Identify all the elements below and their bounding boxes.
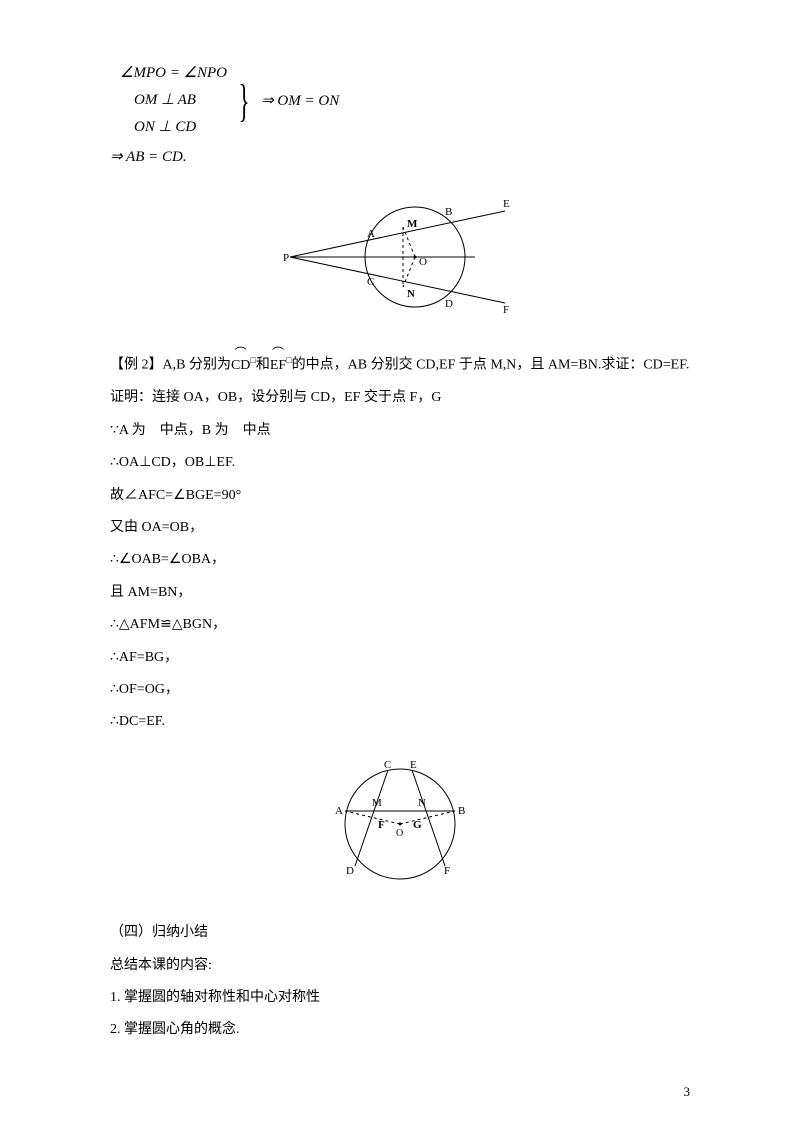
proof-step-4: 又由 OA=OB， <box>110 517 690 539</box>
summary-point-1: 1. 掌握圆的轴对称性和中心对称性 <box>110 987 690 1009</box>
svg-text:D: D <box>445 298 453 310</box>
proof-intro: 证明：连接 OA，OB，设分别与 CD，EF 交于点 F，G <box>110 387 690 409</box>
premise-1: ∠MPO = ∠NPO <box>120 60 227 87</box>
proof-step-1: ∵A 为 中点，B 为 中点 <box>110 420 690 442</box>
figure-1-svg: P A B E C D F M N O <box>275 187 525 327</box>
svg-text:F: F <box>503 304 509 316</box>
premise-brace-group: ∠MPO = ∠NPO OM ⊥ AB ON ⊥ CD } ⇒ OM = ON <box>120 60 690 141</box>
svg-text:E: E <box>503 198 510 210</box>
svg-text:N: N <box>418 797 426 809</box>
proof-step-2: ∴OA⊥CD，OB⊥EF. <box>110 452 690 474</box>
premise-3: ON ⊥ CD <box>120 114 227 141</box>
svg-text:M: M <box>407 218 418 230</box>
proof-step-8: ∴AF=BG， <box>110 647 690 669</box>
figure-2: A B C E D F M N O F G <box>110 756 690 904</box>
svg-text:G: G <box>413 819 422 831</box>
svg-text:M: M <box>372 797 382 809</box>
proof-step-10: ∴DC=EF. <box>110 711 690 733</box>
math-derivation: ∠MPO = ∠NPO OM ⊥ AB ON ⊥ CD } ⇒ OM = ON … <box>110 60 690 169</box>
proof-step-5: ∴∠OAB=∠OBA， <box>110 549 690 571</box>
svg-text:C: C <box>367 276 374 288</box>
svg-text:D: D <box>346 865 354 877</box>
proof-step-6: 且 AM=BN， <box>110 582 690 604</box>
conclusion-2: ⇒ AB = CD. <box>110 145 690 169</box>
right-brace-icon: } <box>239 80 250 121</box>
figure-1: P A B E C D F M N O <box>110 187 690 335</box>
proof-step-7: ∴△AFM≌△BGN， <box>110 614 690 636</box>
svg-text:B: B <box>458 805 465 817</box>
premise-2: OM ⊥ AB <box>120 87 227 114</box>
example-2-heading: 【例 2】A,B 分别为CD□和EF□的中点，AB 分别交 CD,EF 于点 M… <box>110 353 690 377</box>
page-number: 3 <box>110 1082 690 1103</box>
figure-2-svg: A B C E D F M N O F G <box>300 756 500 896</box>
svg-text:A: A <box>335 805 343 817</box>
svg-text:F: F <box>444 865 450 877</box>
summary-intro: 总结本课的内容: <box>110 955 690 977</box>
conclusion-1: ⇒ OM = ON <box>261 89 339 113</box>
svg-text:P: P <box>283 252 289 264</box>
summary-point-2: 2. 掌握圆心角的概念. <box>110 1019 690 1041</box>
summary-section-title: （四）归纳小结 <box>110 922 690 944</box>
svg-text:N: N <box>407 288 415 300</box>
svg-text:A: A <box>367 228 375 240</box>
svg-text:E: E <box>410 759 417 771</box>
proof-step-9: ∴OF=OG， <box>110 679 690 701</box>
svg-text:O: O <box>419 256 427 268</box>
svg-text:B: B <box>445 206 452 218</box>
svg-text:O: O <box>396 828 403 839</box>
svg-text:F: F <box>378 819 385 831</box>
svg-text:C: C <box>384 759 391 771</box>
proof-step-3: 故∠AFC=∠BGE=90° <box>110 485 690 507</box>
